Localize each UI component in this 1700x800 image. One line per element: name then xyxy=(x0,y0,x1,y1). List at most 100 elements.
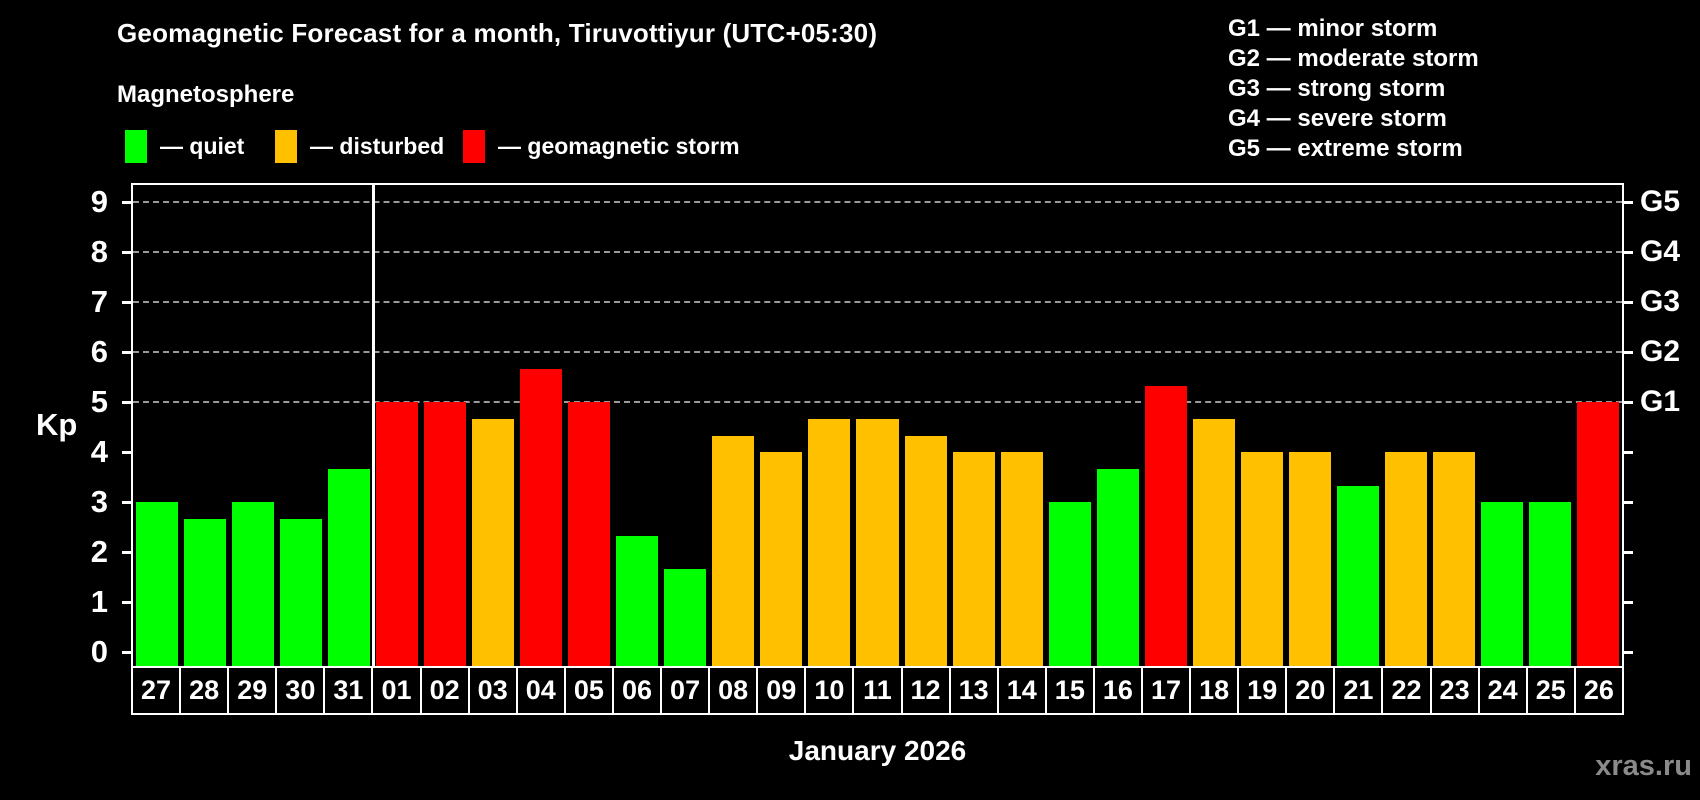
kp-bar-day-28 xyxy=(184,518,227,666)
kp-bar-day-18 xyxy=(1192,418,1235,666)
storm-scale-item: G5 — extreme storm xyxy=(1228,135,1463,162)
bar-cell-day-18 xyxy=(1190,185,1238,666)
x-axis-day-10: 10 xyxy=(806,668,855,713)
y-axis-label-9: 9 xyxy=(90,184,108,219)
x-axis-day-18: 18 xyxy=(1191,668,1240,713)
x-axis-day-29: 29 xyxy=(229,668,278,713)
x-axis-day-02: 02 xyxy=(422,668,470,713)
bar-cell-day-09 xyxy=(757,185,805,666)
storm-scale-item: G4 — severe storm xyxy=(1228,105,1447,132)
left-tick-3 xyxy=(122,501,131,504)
right-axis-label-G4: G4 xyxy=(1640,235,1681,268)
bar-cell-day-19 xyxy=(1238,185,1286,666)
right-axis-label-G5: G5 xyxy=(1640,185,1681,218)
bar-cell-day-29 xyxy=(229,185,277,666)
legend-item-label: — quiet xyxy=(160,132,245,159)
storm-scale-item: G2 — moderate storm xyxy=(1228,45,1479,72)
kp-bar-day-20 xyxy=(1288,452,1331,666)
kp-bar-day-30 xyxy=(280,518,323,666)
x-axis-day-05: 05 xyxy=(566,668,614,713)
y-axis-label-1: 1 xyxy=(90,584,108,619)
x-axis-day-14: 14 xyxy=(999,668,1047,713)
bar-cell-day-02 xyxy=(421,185,469,666)
bar-cell-day-07 xyxy=(661,185,709,666)
kp-bar-day-16 xyxy=(1096,468,1139,666)
legend-swatch-quiet xyxy=(125,129,147,163)
gridline-6 xyxy=(133,351,1622,353)
legend-swatch-disturbed xyxy=(275,129,297,163)
left-tick-9 xyxy=(122,201,131,204)
x-axis-day-26: 26 xyxy=(1583,675,1614,705)
right-tick-0 xyxy=(1624,651,1633,654)
y-axis-label-3: 3 xyxy=(90,484,108,519)
x-axis-title: January 2026 xyxy=(788,735,967,766)
bar-cell-day-12 xyxy=(902,185,950,666)
x-axis-day-15: 15 xyxy=(1047,668,1095,713)
bar-cell-day-28 xyxy=(181,185,229,666)
x-axis-day-12: 12 xyxy=(903,668,951,713)
legend-item-disturbed: — disturbed xyxy=(275,129,444,163)
x-axis-day-01: 01 xyxy=(373,668,422,713)
kp-bar-day-02 xyxy=(424,402,467,666)
bar-cell-day-03 xyxy=(469,185,517,666)
bar-cell-day-08 xyxy=(709,185,757,666)
kp-bar-day-10 xyxy=(808,418,851,666)
gridline-8 xyxy=(133,251,1622,253)
left-tick-1 xyxy=(122,601,131,604)
kp-bar-day-06 xyxy=(616,535,659,666)
right-tick-3 xyxy=(1624,501,1633,504)
y-axis-label-6: 6 xyxy=(90,334,108,369)
bar-cell-day-14 xyxy=(998,185,1046,666)
bars-container xyxy=(133,185,1622,666)
bar-cell-day-05 xyxy=(565,185,613,666)
right-tick-4 xyxy=(1624,451,1633,454)
x-axis-day-23: 23 xyxy=(1432,668,1480,713)
gridline-5 xyxy=(133,401,1622,403)
x-axis-day-20: 20 xyxy=(1287,668,1336,713)
right-tick-1 xyxy=(1624,601,1633,604)
bar-cell-day-11 xyxy=(853,185,901,666)
x-axis-day-24: 24 xyxy=(1480,668,1528,713)
left-tick-5 xyxy=(122,401,131,404)
right-axis-label-G1: G1 xyxy=(1640,385,1681,418)
x-axis-day-06: 06 xyxy=(614,668,663,713)
kp-bar-day-21 xyxy=(1336,485,1379,666)
storm-scale-legend: G1 — minor storm G2 — moderate storm G3 — … xyxy=(1228,14,1479,164)
bar-cell-day-31 xyxy=(325,185,373,666)
right-tick-5 xyxy=(1624,401,1633,404)
legend-item-storm: — geomagnetic storm xyxy=(463,129,740,163)
kp-bar-day-12 xyxy=(904,435,947,666)
x-axis-day-row: 27 28 29 30 31 01 02 03 04 05 06 07 08 09 10 11 12 13 14 15… xyxy=(131,666,1624,715)
kp-bar-day-27 xyxy=(136,502,179,666)
x-axis-day-21: 21 xyxy=(1335,668,1384,713)
bar-cell-day-26 xyxy=(1574,185,1622,666)
kp-bar-day-29 xyxy=(232,502,275,666)
forecast-separator-line xyxy=(372,185,375,666)
storm-scale-item: G3 — strong storm xyxy=(1228,75,1446,102)
legend-item-label: — disturbed xyxy=(310,132,445,159)
y-axis-label-7: 7 xyxy=(90,284,108,319)
right-axis-label-G3: G3 xyxy=(1640,285,1681,318)
y-axis-label-2: 2 xyxy=(90,534,108,569)
bar-cell-day-17 xyxy=(1142,185,1190,666)
bar-cell-day-27 xyxy=(133,185,181,666)
x-axis-day-08: 08 xyxy=(710,668,759,713)
bar-cell-day-23 xyxy=(1430,185,1478,666)
kp-bar-day-01 xyxy=(376,402,419,666)
kp-bar-day-17 xyxy=(1144,385,1187,666)
kp-bar-day-11 xyxy=(856,418,899,666)
left-tick-8 xyxy=(122,251,131,254)
bar-cell-day-01 xyxy=(373,185,421,666)
watermark: xras.ru xyxy=(1595,750,1692,782)
x-axis-day-03: 03 xyxy=(470,668,518,713)
kp-bar-day-15 xyxy=(1048,502,1091,666)
legend-swatch-storm xyxy=(463,129,485,163)
x-axis-day-07: 07 xyxy=(662,668,711,713)
kp-bar-day-07 xyxy=(664,568,707,666)
kp-bar-day-09 xyxy=(760,452,803,666)
gridline-7 xyxy=(133,301,1622,303)
kp-bar-day-05 xyxy=(568,402,611,666)
kp-bar-day-31 xyxy=(328,468,371,666)
x-axis-day-30: 30 xyxy=(277,668,326,713)
x-axis-day-09: 09 xyxy=(758,668,807,713)
